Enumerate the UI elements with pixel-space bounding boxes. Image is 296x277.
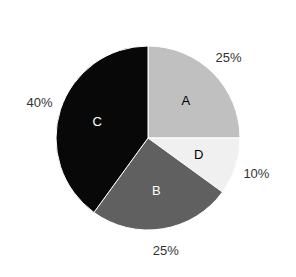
svg-text:B: B — [152, 183, 161, 198]
svg-text:25%: 25% — [216, 50, 242, 65]
svg-text:25%: 25% — [153, 243, 179, 258]
svg-text:40%: 40% — [27, 95, 53, 110]
svg-text:A: A — [181, 93, 190, 108]
svg-text:D: D — [194, 147, 203, 162]
svg-text:10%: 10% — [243, 166, 269, 181]
svg-text:C: C — [93, 114, 102, 129]
